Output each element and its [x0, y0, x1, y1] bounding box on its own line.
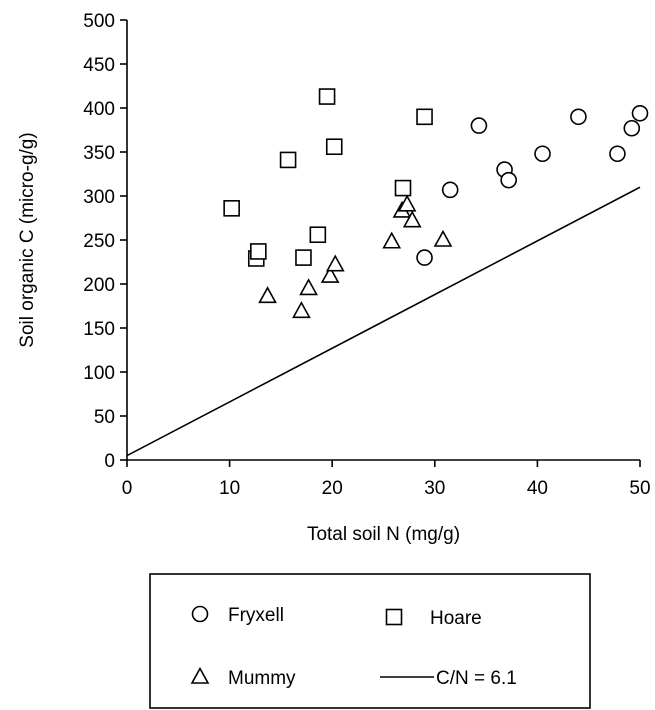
hoare-point: [279, 151, 297, 169]
x-tick-label: 40: [527, 478, 548, 499]
mummy-point: [325, 254, 345, 272]
fryxell-point: [500, 171, 517, 189]
y-tick-label: 500: [83, 11, 115, 32]
legend-label-c-n-6-1: C/N = 6.1: [436, 668, 517, 689]
fryxell-point: [623, 119, 641, 137]
y-tick-label: 450: [83, 55, 115, 76]
fryxell-point: [416, 249, 433, 266]
x-tick-label: 0: [122, 478, 133, 499]
y-tick-label: 400: [83, 99, 115, 120]
x-tick-label: 10: [219, 478, 240, 499]
y-tick-label: 350: [83, 143, 115, 164]
x-tick-label: 50: [629, 478, 650, 499]
mummy-point: [292, 301, 311, 319]
y-tick-label: 100: [83, 363, 115, 384]
y-tick-label: 250: [83, 231, 115, 252]
legend-label-fryxell: Fryxell: [228, 605, 284, 626]
mummy-point: [402, 210, 422, 228]
y-ticks: 0 50 100 150 200 250 300 350 400 450 500: [83, 11, 127, 472]
x-tick-label: 20: [322, 478, 343, 499]
hoare-point: [223, 200, 240, 217]
legend-mummy-symbol: [190, 666, 210, 684]
legend-label-hoare: Hoare: [430, 608, 482, 629]
x-tick-label: 30: [424, 478, 445, 499]
fryxell-point: [570, 108, 587, 126]
hoare-point: [394, 179, 412, 197]
legend-label-mummy: Mummy: [228, 668, 296, 689]
fryxell-point: [534, 145, 551, 163]
hoare-point: [318, 88, 336, 105]
mummy-point: [299, 278, 318, 296]
y-tick-label: 150: [83, 319, 115, 340]
mummy-point: [258, 286, 277, 304]
mummy-point: [320, 265, 340, 283]
hoare-point: [295, 249, 312, 266]
y-tick-label: 200: [83, 275, 115, 296]
y-tick-label: 0: [104, 451, 115, 472]
legend-fryxell-symbol: [191, 605, 209, 623]
x-axis-title: Total soil N (mg/g): [307, 524, 460, 545]
legend: Fryxell Hoare Mummy C/N = 6.1: [149, 573, 591, 709]
data-marks: [126, 88, 649, 457]
mummy-point: [397, 194, 417, 212]
legend-items: Fryxell Hoare Mummy C/N = 6.1: [190, 605, 517, 689]
plot-area: 0 10 20 30 40 50 0 50 100 150 200 250 300 350 400 450 5…: [83, 11, 650, 499]
x-ticks: 0 10 20 30 40 50: [122, 460, 651, 499]
fryxell-point: [609, 145, 626, 163]
legend-box: [149, 573, 591, 709]
y-tick-label: 50: [94, 407, 115, 428]
fryxell-point: [441, 181, 459, 199]
mummy-point: [382, 231, 402, 249]
cn-ratio-line: [126, 186, 641, 457]
legend-hoare-symbol: [385, 608, 403, 626]
fryxell-point: [631, 104, 649, 122]
y-tick-label: 300: [83, 187, 115, 208]
mummy-point: [433, 229, 453, 247]
hoare-point: [250, 243, 267, 260]
fryxell-point: [470, 117, 488, 134]
hoare-point: [309, 226, 327, 244]
y-axis-title: Soil organic C (micro-g/g): [17, 132, 38, 347]
hoare-point: [416, 108, 433, 126]
hoare-point: [325, 138, 343, 156]
